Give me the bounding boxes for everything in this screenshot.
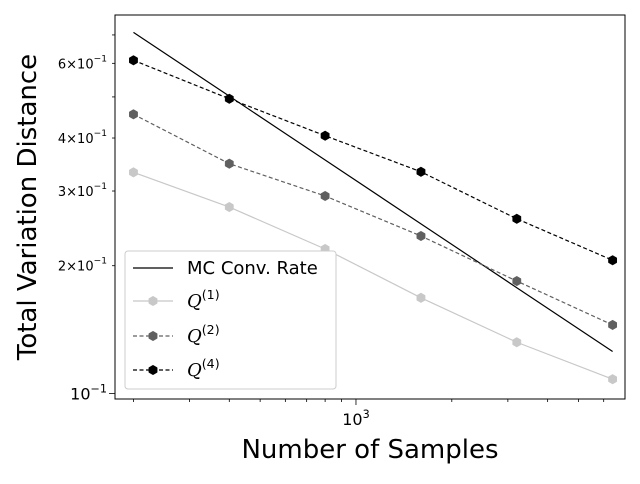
x-axis-title: Number of Samples bbox=[241, 435, 498, 465]
y-tick-label-base: 10 bbox=[77, 260, 94, 275]
legend-label-exponent: (2) bbox=[202, 322, 220, 337]
data-point bbox=[129, 55, 138, 66]
legend-marker bbox=[148, 295, 158, 307]
series-line bbox=[133, 31, 613, 353]
y-tick-label-exponent: −1 bbox=[91, 382, 108, 395]
y-tick-label: 4×10−1 bbox=[58, 129, 107, 147]
data-point bbox=[320, 130, 330, 141]
data-point bbox=[416, 230, 426, 242]
x-tick-label: 103 bbox=[342, 408, 369, 429]
y-tick-label-base: 10 bbox=[77, 132, 94, 147]
y-tick-label-exponent: −1 bbox=[94, 182, 107, 192]
y-tick-label-mantissa: 3× bbox=[58, 185, 77, 200]
y-tick-label-base: 10 bbox=[77, 185, 94, 200]
data-point bbox=[320, 190, 330, 202]
series-line bbox=[133, 171, 613, 380]
legend-box bbox=[124, 250, 337, 390]
data-point bbox=[129, 109, 138, 120]
y-tick-label: 2×10−1 bbox=[58, 257, 107, 275]
y-tick-label-mantissa: 2× bbox=[58, 260, 77, 275]
legend-label-exponent: (1) bbox=[202, 287, 220, 302]
data-point bbox=[512, 213, 522, 224]
legend-label: Q(4) bbox=[187, 356, 220, 381]
x-tick-label-base: 10 bbox=[342, 410, 362, 429]
y-tick-label-base: 10 bbox=[70, 384, 90, 403]
legend-label-exponent: (4) bbox=[202, 356, 220, 371]
data-point bbox=[512, 337, 522, 348]
data-point bbox=[416, 166, 426, 177]
series-line bbox=[133, 59, 613, 261]
x-axis: 103 bbox=[133, 399, 605, 429]
series-layer bbox=[129, 31, 618, 385]
data-point bbox=[129, 167, 138, 178]
y-tick-label-exponent: −1 bbox=[94, 54, 107, 64]
y-tick-label-exponent: −1 bbox=[94, 257, 107, 267]
legend-marker bbox=[148, 330, 158, 342]
y-axis: 10−12×10−13×10−14×10−16×10−1 bbox=[58, 34, 115, 403]
legend-label: Q(1) bbox=[187, 287, 220, 312]
legend-label-base: Q bbox=[187, 291, 202, 312]
legend-label: MC Conv. Rate bbox=[187, 258, 318, 279]
data-point bbox=[224, 93, 234, 104]
legend-label: Q(2) bbox=[187, 322, 220, 347]
legend-label-base: Q bbox=[187, 326, 202, 347]
data-point bbox=[608, 374, 618, 385]
y-tick-label-base: 10 bbox=[77, 57, 94, 72]
data-point bbox=[224, 201, 234, 213]
y-tick-label-exponent: −1 bbox=[94, 129, 107, 139]
x-tick-label-exponent: 3 bbox=[363, 408, 370, 421]
data-point bbox=[608, 255, 618, 266]
data-point bbox=[224, 158, 234, 169]
y-tick-label: 10−1 bbox=[70, 382, 107, 403]
y-tick-label: 6×10−1 bbox=[58, 54, 107, 72]
y-tick-label: 3×10−1 bbox=[58, 182, 107, 200]
y-tick-label-mantissa: 6× bbox=[58, 57, 77, 72]
data-point bbox=[608, 319, 618, 331]
data-point bbox=[416, 292, 426, 303]
legend-label-base: Q bbox=[187, 360, 202, 381]
legend-marker bbox=[148, 364, 158, 376]
data-point bbox=[512, 275, 522, 287]
y-axis-title: Total Variation Distance bbox=[13, 54, 43, 361]
y-tick-label-mantissa: 4× bbox=[58, 132, 77, 147]
series-line bbox=[133, 113, 613, 326]
